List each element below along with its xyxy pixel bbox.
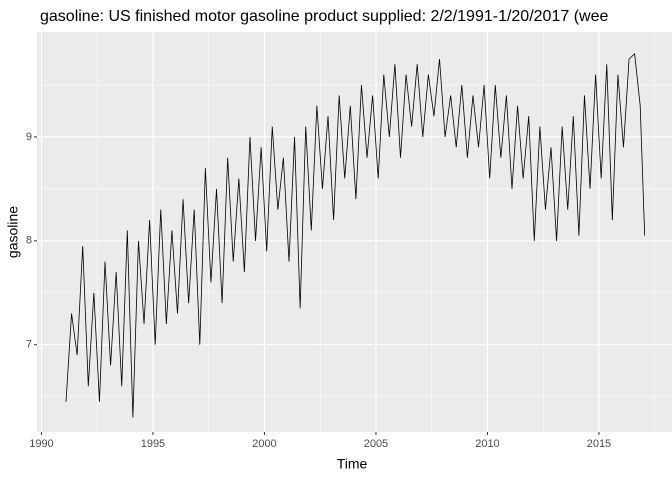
x-axis-label: Time [337,456,368,472]
x-tick-label: 1990 [29,438,53,450]
x-tick-label: 2000 [252,438,276,450]
y-tick-label: 7 [26,339,32,351]
x-tick-label: 1995 [141,438,165,450]
y-axis-label: gasoline [5,206,21,258]
chart-title: gasoline: US finished motor gasoline pro… [40,8,608,25]
x-tick-label: 2010 [475,438,499,450]
x-tick-label: 2015 [587,438,611,450]
x-tick-label: 2005 [364,438,388,450]
panel [37,32,672,432]
line [65,52,646,418]
y-tick-label: 8 [26,235,32,247]
y-tick-label: 9 [26,131,32,143]
